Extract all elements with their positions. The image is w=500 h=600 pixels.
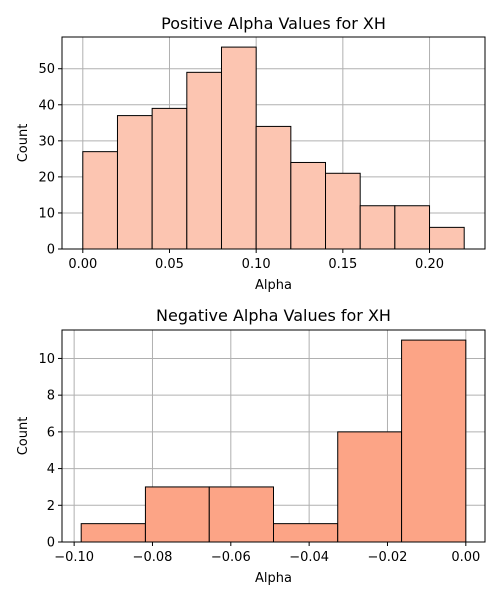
x-tick-label: −0.06 xyxy=(211,550,251,565)
histogram-bar xyxy=(359,205,396,250)
histogram-bar xyxy=(220,46,257,250)
x-tick-label: 0.10 xyxy=(242,257,271,272)
x-tick-label: −0.02 xyxy=(368,550,408,565)
x-tick-label: 0.05 xyxy=(155,257,184,272)
positive-alpha-histogram: Positive Alpha Values for XH 0.00 0.05 0.1… xyxy=(16,14,486,293)
x-tick-label: 0.00 xyxy=(451,550,480,565)
histogram-bar xyxy=(186,71,222,250)
x-axis-label: Alpha xyxy=(255,571,292,586)
x-tick-label: −0.08 xyxy=(133,550,173,565)
y-tick-label: 4 xyxy=(47,462,55,477)
chart-title: Negative Alpha Values for XH xyxy=(156,306,391,325)
histogram-bar xyxy=(80,523,146,543)
x-tick-label: 0.15 xyxy=(328,257,357,272)
histogram-bar xyxy=(290,161,327,250)
histogram-bar xyxy=(144,486,210,543)
y-tick-label: 30 xyxy=(38,134,55,149)
y-tick-label: 6 xyxy=(47,425,55,440)
negative-alpha-histogram: Negative Alpha Values for XH −0.10 −0.08−… xyxy=(16,306,486,586)
x-axis-ticks: 0.00 0.05 0.10 0.15 0.20 xyxy=(68,249,444,272)
y-tick-label: 8 xyxy=(47,389,55,404)
y-axis-label: Count xyxy=(16,124,31,163)
histogram-bar xyxy=(273,523,339,543)
y-tick-label: 20 xyxy=(38,170,55,185)
histogram-bar xyxy=(394,205,431,250)
plot-frame xyxy=(61,329,486,543)
histogram-bar xyxy=(255,125,292,250)
x-tick-label: −0.04 xyxy=(289,550,329,565)
y-tick-label: 0 xyxy=(47,536,55,551)
y-axis-ticks: 0 10 20 30 40 50 xyxy=(38,62,62,258)
x-axis-ticks: −0.10 −0.08 −0.06 −0.04 −0.02 0.00 xyxy=(54,542,480,565)
y-axis-label: Count xyxy=(16,417,31,456)
y-tick-label: 0 xyxy=(47,243,55,258)
y-tick-label: 40 xyxy=(38,98,55,113)
y-axis-ticks: 0 2 4 6 8 10 xyxy=(38,352,62,551)
y-tick-label: 50 xyxy=(38,62,55,77)
histogram-bar xyxy=(401,339,467,543)
x-axis-label: Alpha xyxy=(255,278,292,293)
histogram-bars xyxy=(80,339,467,543)
y-tick-label: 10 xyxy=(38,352,55,367)
plot-frame xyxy=(61,36,486,250)
histogram-bars xyxy=(82,46,465,250)
histogram-bar xyxy=(337,431,403,543)
chart-title: Positive Alpha Values for XH xyxy=(161,14,386,33)
histogram-bar xyxy=(116,115,153,250)
histogram-bar xyxy=(82,151,118,250)
x-tick-label: −0.10 xyxy=(54,550,94,565)
histogram-bar xyxy=(325,172,361,250)
histogram-bar xyxy=(208,486,274,543)
x-tick-label: 0.00 xyxy=(68,257,97,272)
histogram-bar xyxy=(151,107,188,250)
x-tick-label: 0.20 xyxy=(415,257,444,272)
histogram-bar xyxy=(429,226,465,250)
y-tick-label: 10 xyxy=(38,206,55,221)
y-tick-label: 2 xyxy=(47,499,55,514)
